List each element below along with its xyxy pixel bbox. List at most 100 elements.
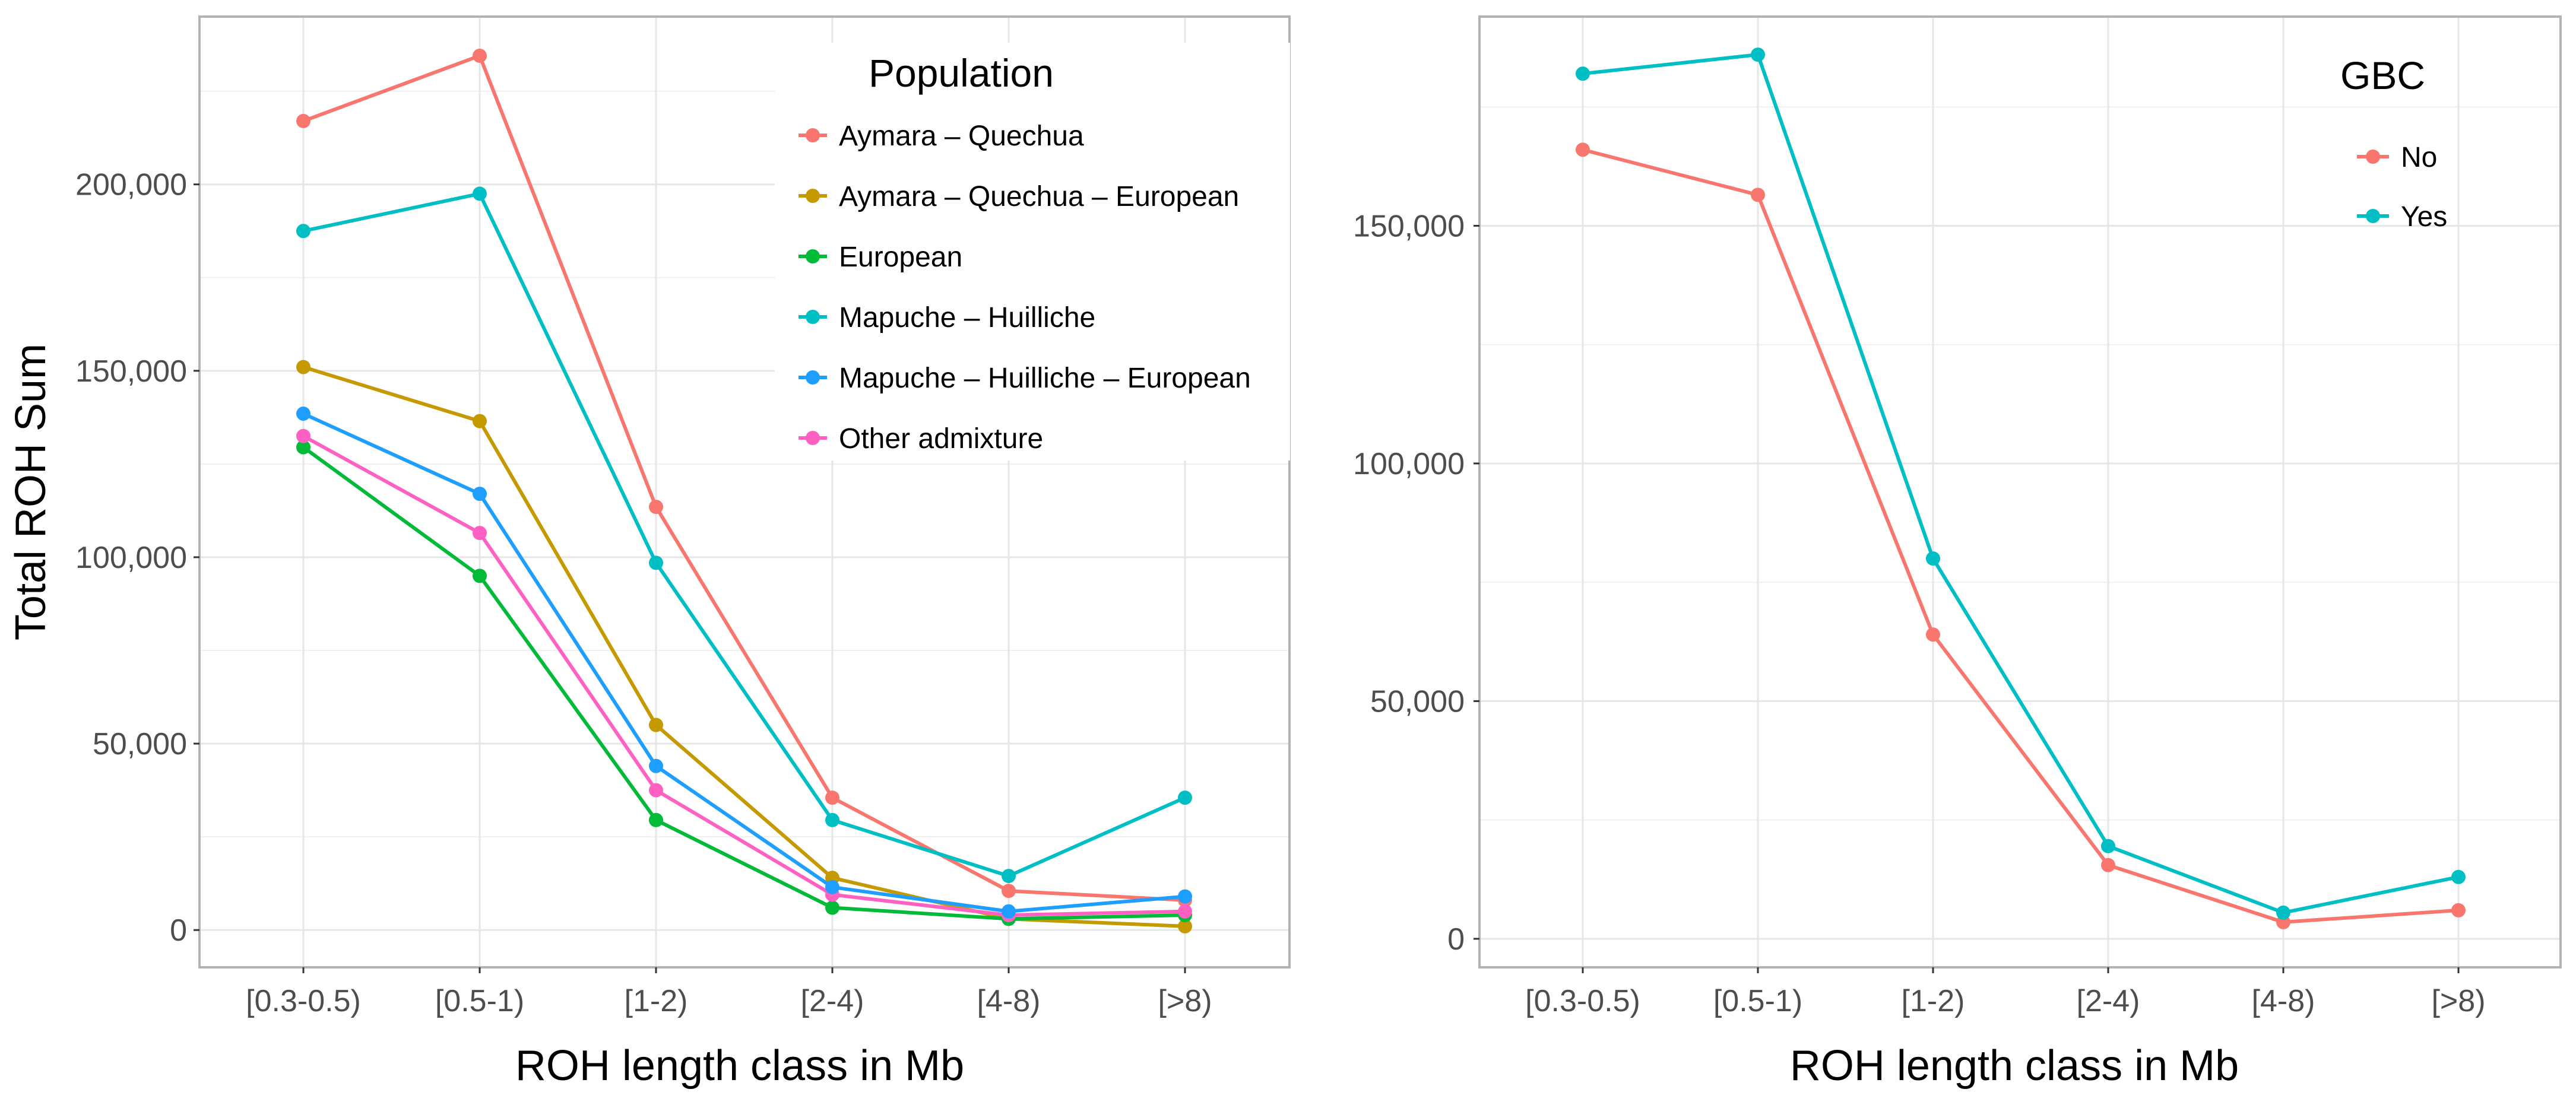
legend-key-point <box>806 189 820 203</box>
plot-panel <box>1479 17 2561 967</box>
legend-label: Aymara – Quechua <box>839 120 1084 152</box>
legend-item-other-admixture: Other admixture <box>799 423 1043 455</box>
data-point <box>296 360 310 374</box>
x-axis-title: ROH length class in Mb <box>1790 1042 2239 1090</box>
legend-item-aymara-quechua: Aymara – Quechua <box>799 120 1084 152</box>
y-tick-label: 50,000 <box>93 727 187 761</box>
y-tick-label: 150,000 <box>75 354 187 389</box>
y-tick-label: 0 <box>170 913 187 948</box>
data-point <box>1926 551 1940 566</box>
data-point <box>825 790 839 805</box>
data-point <box>649 812 663 827</box>
series-line <box>302 446 1186 921</box>
legend-key-point <box>2366 209 2380 223</box>
x-tick-label: [2-4) <box>801 984 864 1018</box>
data-point <box>2101 858 2115 872</box>
data-point <box>1178 889 1192 904</box>
x-axis-ticks: [0.3-0.5) [0.5-1) [1-2) [2-4) [4-8) [>8) <box>246 967 1212 1018</box>
series-layer <box>296 48 1192 933</box>
y-axis-ticks: 0 50,000 100,000 150,000 <box>1353 209 1479 957</box>
legend-item-mapuche-huilliche-european: Mapuche – Huilliche – European <box>799 363 1251 394</box>
legend-key-point <box>806 128 820 142</box>
x-tick-label: [>8) <box>1158 984 1212 1018</box>
data-point <box>825 879 839 894</box>
legend-key-point <box>806 370 820 385</box>
data-point <box>1002 904 1016 919</box>
data-point <box>649 717 663 732</box>
x-tick-label: [4-8) <box>2252 984 2315 1018</box>
series-no <box>1576 142 2466 929</box>
legend-label: Other admixture <box>839 423 1043 455</box>
y-axis-ticks: 0 50,000 100,000 150,000 200,000 <box>75 168 199 948</box>
x-axis-ticks: [0.3-0.5) [0.5-1) [1-2) [2-4) [4-8) [>8) <box>1525 967 2486 1018</box>
legend-label: Yes <box>2401 201 2447 233</box>
data-point <box>1002 869 1016 884</box>
x-tick-label: [0.5-1) <box>1713 984 1802 1018</box>
data-point <box>649 758 663 773</box>
y-tick-label: 50,000 <box>1370 684 1465 719</box>
data-point <box>2276 905 2290 920</box>
series-mapuche-huilliche <box>296 186 1192 884</box>
data-point <box>1002 884 1016 898</box>
data-point <box>1751 188 1765 202</box>
legend-label: No <box>2401 142 2437 173</box>
series-mapuche-huilliche-european <box>296 407 1192 919</box>
legend: Population Aymara – Quechua Aymara – Quec… <box>775 43 1290 461</box>
legend-item-european: European <box>799 242 962 273</box>
data-point <box>473 569 487 583</box>
plot-border <box>198 15 1291 969</box>
legend-title: GBC <box>2340 53 2425 97</box>
series-european <box>296 440 1192 926</box>
series-line <box>303 192 1186 878</box>
x-tick-label: [1-2) <box>1902 984 1965 1018</box>
legend-key-point <box>806 310 820 324</box>
data-point <box>296 224 310 239</box>
legend-item-yes: Yes <box>2357 201 2447 233</box>
data-point <box>825 812 839 827</box>
series-line <box>303 365 1186 928</box>
data-point <box>1751 47 1765 62</box>
y-tick-label: 0 <box>1447 922 1465 957</box>
data-point <box>296 428 310 443</box>
population-chart: 0 50,000 100,000 150,000 200,000 [0.3-0.5) [0… <box>7 15 1291 1090</box>
data-point <box>1178 904 1192 919</box>
y-tick-label: 100,000 <box>75 541 187 575</box>
series-layer <box>1576 47 2466 929</box>
legend-item-aymara-quechua-european: Aymara – Quechua – European <box>799 181 1239 212</box>
data-point <box>649 555 663 570</box>
legend-title: Population <box>869 51 1054 95</box>
x-tick-label: [1-2) <box>625 984 688 1018</box>
legend-key-point <box>806 431 820 445</box>
legend-entries: No Yes <box>2357 142 2447 233</box>
series-line <box>302 53 1186 902</box>
legend-item-mapuche-huilliche: Mapuche – Huilliche <box>799 302 1095 334</box>
data-point <box>473 487 487 501</box>
data-point <box>1576 142 1590 157</box>
data-point <box>649 783 663 798</box>
data-point <box>2101 839 2115 853</box>
data-point <box>296 407 310 421</box>
data-point <box>296 440 310 455</box>
data-point <box>1178 919 1192 933</box>
legend-label: Mapuche – Huilliche <box>839 302 1095 334</box>
y-tick-label: 100,000 <box>1353 447 1465 481</box>
legend-key-point <box>806 249 820 263</box>
gridlines <box>1479 17 2561 967</box>
data-point <box>649 500 663 515</box>
x-tick-label: [2-4) <box>2077 984 2140 1018</box>
series-line <box>1582 53 2459 915</box>
data-point <box>825 900 839 915</box>
x-tick-label: [0.3-0.5) <box>246 984 361 1018</box>
x-tick-label: [>8) <box>2431 984 2485 1018</box>
series-aymara-quechua-european <box>296 360 1192 933</box>
data-point <box>1576 66 1590 81</box>
x-tick-label: [0.5-1) <box>435 984 524 1018</box>
series-line <box>1582 148 2459 924</box>
data-point <box>1178 790 1192 805</box>
data-point <box>473 48 487 63</box>
series-line <box>302 434 1186 917</box>
y-tick-label: 200,000 <box>75 168 187 202</box>
legend-item-no: No <box>2357 142 2437 173</box>
legend-label: European <box>839 242 962 273</box>
